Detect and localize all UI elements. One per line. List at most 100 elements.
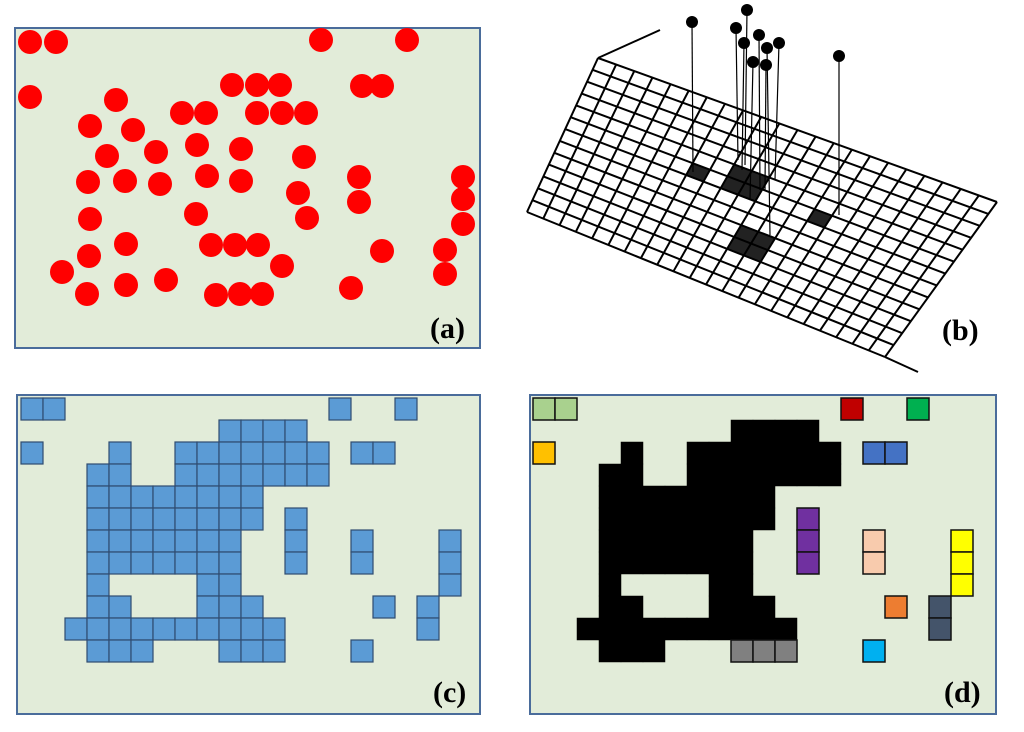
stem — [758, 34, 761, 191]
square — [218, 551, 242, 575]
square — [86, 595, 110, 619]
square — [752, 441, 776, 465]
square — [642, 617, 666, 641]
colored-clusters — [532, 397, 974, 663]
square — [730, 639, 754, 663]
square — [416, 595, 440, 619]
square — [642, 639, 666, 663]
square — [86, 573, 110, 597]
grid-line — [542, 64, 618, 220]
square — [818, 441, 842, 465]
circle — [195, 164, 219, 188]
square — [620, 617, 644, 641]
circle — [270, 101, 294, 125]
square — [20, 441, 44, 465]
circle — [44, 30, 68, 54]
grid-line — [532, 199, 894, 347]
circle — [18, 30, 42, 54]
square — [262, 463, 286, 487]
square — [240, 419, 264, 443]
stem-ball — [730, 22, 742, 34]
grid-line — [597, 57, 998, 203]
grid-line — [586, 80, 981, 227]
square — [598, 529, 622, 553]
square — [240, 617, 264, 641]
square — [708, 595, 732, 619]
square — [598, 463, 622, 487]
square — [862, 529, 886, 553]
square — [576, 617, 600, 641]
square — [174, 463, 198, 487]
grid-line — [867, 194, 980, 351]
circle — [184, 202, 208, 226]
square — [928, 595, 952, 619]
square — [774, 617, 798, 641]
stem — [744, 9, 748, 166]
stem-ball — [686, 16, 698, 28]
square — [796, 441, 820, 465]
circle — [78, 207, 102, 231]
axis-line — [597, 29, 661, 59]
grid-line — [558, 70, 636, 226]
circle — [268, 73, 292, 97]
stem — [774, 42, 780, 181]
square — [642, 485, 666, 509]
grid-line — [574, 77, 654, 233]
stem-ball — [773, 37, 785, 49]
square — [174, 617, 198, 641]
square — [532, 397, 556, 421]
square — [708, 485, 732, 509]
circle — [245, 101, 269, 125]
stem — [735, 27, 739, 161]
stem-ball — [741, 4, 753, 16]
circle — [451, 187, 475, 211]
square — [642, 529, 666, 553]
square — [262, 639, 286, 663]
square — [708, 463, 732, 487]
circle — [113, 169, 137, 193]
square — [174, 485, 198, 509]
square — [532, 441, 556, 465]
panel-label: (a) — [430, 312, 465, 345]
square — [950, 551, 974, 575]
square — [686, 617, 710, 641]
circle — [114, 273, 138, 297]
circle — [245, 73, 269, 97]
circle — [292, 145, 316, 169]
grid-line — [581, 92, 972, 239]
circle — [18, 85, 42, 109]
square — [218, 529, 242, 553]
grid-line — [802, 168, 908, 325]
square — [86, 507, 110, 531]
square — [284, 507, 308, 531]
square — [284, 551, 308, 575]
square — [350, 529, 374, 553]
panel-label: (c) — [433, 676, 466, 709]
square — [620, 595, 644, 619]
square — [774, 639, 798, 663]
circle — [395, 28, 419, 52]
square — [598, 551, 622, 575]
square — [262, 441, 286, 465]
square — [642, 507, 666, 531]
square — [598, 639, 622, 663]
axis-line — [884, 356, 919, 373]
circle — [121, 118, 145, 142]
stem-ball — [760, 59, 772, 71]
square — [284, 529, 308, 553]
square — [686, 529, 710, 553]
stem — [741, 42, 745, 171]
square — [752, 595, 776, 619]
square — [730, 551, 754, 575]
grid-line — [559, 139, 938, 287]
square — [108, 507, 132, 531]
square — [708, 529, 732, 553]
square — [664, 529, 688, 553]
square — [130, 551, 154, 575]
square — [108, 441, 132, 465]
grid-line — [770, 155, 871, 312]
square — [196, 441, 220, 465]
circle — [294, 101, 318, 125]
square — [174, 507, 198, 531]
